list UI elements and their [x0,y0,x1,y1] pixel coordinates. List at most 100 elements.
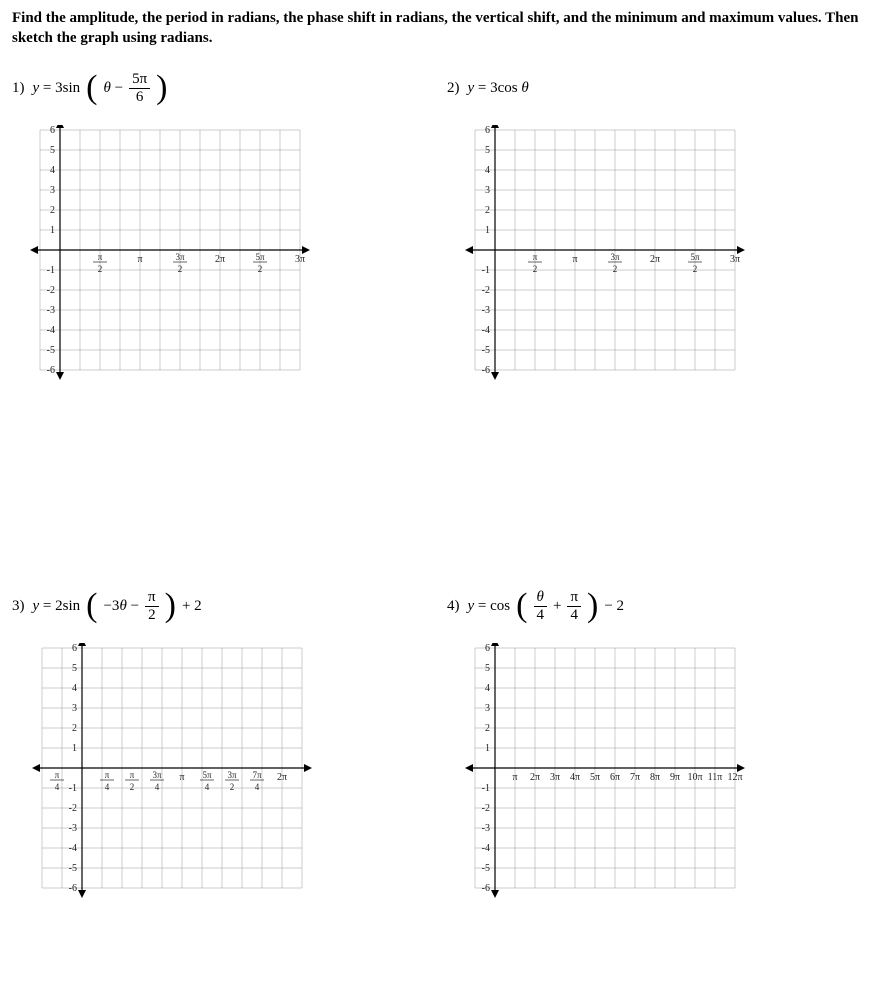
svg-text:-1: -1 [482,783,490,794]
svg-text:π: π [98,252,103,262]
svg-text:-3: -3 [482,305,490,316]
svg-text:5: 5 [485,145,490,156]
svg-text:-4: -4 [482,325,490,336]
svg-text:-1: -1 [482,265,490,276]
svg-text:π: π [55,770,60,780]
svg-text:-4: -4 [47,325,55,336]
svg-text:2π: 2π [530,772,540,783]
svg-text:5π: 5π [590,772,600,783]
svg-text:7π: 7π [252,770,262,780]
frac-den: 6 [133,89,147,105]
equation-2: 2) y = 3cos θ [447,67,862,111]
fraction: π 2 [145,590,159,623]
svg-text:7π: 7π [630,772,640,783]
svg-text:5π: 5π [202,770,212,780]
svg-text:2: 2 [230,782,235,792]
svg-text:π: π [179,772,184,783]
svg-text:5: 5 [72,663,77,674]
svg-text:-6: -6 [482,365,490,376]
frac-num: π [145,590,159,607]
svg-text:4: 4 [155,782,160,792]
svg-text:3: 3 [485,185,490,196]
svg-text:2π: 2π [650,254,660,265]
eq-prefix: y = 2sin [33,598,81,615]
svg-text:1: 1 [72,743,77,754]
problem-2: 2) y = 3cos θ -6-5-4-3-2-1123456π2π3π22π… [447,67,862,385]
svg-text:6: 6 [72,643,77,654]
svg-text:4: 4 [485,165,490,176]
equation-4: 4) y = cos ( θ 4 + π 4 ) − 2 [447,585,862,629]
svg-text:3π: 3π [175,252,185,262]
svg-text:2: 2 [178,264,183,274]
svg-text:-5: -5 [69,863,77,874]
eq-mid: + [553,598,561,615]
svg-text:3: 3 [72,703,77,714]
eq-after: − 2 [604,598,624,615]
problem-number: 3) [12,598,25,615]
svg-text:1: 1 [50,225,55,236]
problem-number: 1) [12,80,25,97]
eq-inside-pre: θ − [103,80,123,97]
svg-text:2π: 2π [215,254,225,265]
svg-text:-2: -2 [482,285,490,296]
svg-text:2: 2 [485,205,490,216]
svg-text:-3: -3 [482,823,490,834]
close-paren-icon: ) [587,592,598,619]
fraction-2: π 4 [567,590,581,623]
equation-3: 3) y = 2sin ( −3θ − π 2 ) + 2 [12,585,427,629]
open-paren-icon: ( [86,74,97,101]
svg-text:3π: 3π [550,772,560,783]
frac-num: 5π [129,72,150,89]
svg-text:5: 5 [485,663,490,674]
svg-text:2: 2 [50,205,55,216]
svg-text:3π: 3π [730,254,740,265]
svg-text:3: 3 [50,185,55,196]
svg-text:-4: -4 [69,843,77,854]
svg-text:-3: -3 [69,823,77,834]
svg-text:4: 4 [72,683,77,694]
problem-number: 4) [447,598,460,615]
svg-text:6: 6 [485,125,490,136]
svg-text:2: 2 [613,264,618,274]
svg-text:-5: -5 [482,345,490,356]
svg-text:5π: 5π [690,252,700,262]
svg-text:2: 2 [693,264,698,274]
frac-den: 4 [567,607,581,623]
svg-text:2: 2 [72,723,77,734]
problem-1: 1) y = 3sin ( θ − 5π 6 ) -6-5-4-3-2-1123… [12,67,427,385]
frac-num: θ [534,590,547,607]
frac-den: 4 [533,607,547,623]
svg-text:-1: -1 [69,783,77,794]
svg-text:π: π [512,772,517,783]
svg-text:-2: -2 [482,803,490,814]
svg-text:-5: -5 [47,345,55,356]
svg-text:4: 4 [205,782,210,792]
frac-den: 2 [145,607,159,623]
svg-text:-2: -2 [69,803,77,814]
svg-text:π: π [137,254,142,265]
problems-grid: 1) y = 3sin ( θ − 5π 6 ) -6-5-4-3-2-1123… [12,67,862,903]
open-paren-icon: ( [86,592,97,619]
eq-prefix: y = 3sin [33,80,81,97]
svg-text:-1: -1 [47,265,55,276]
svg-text:8π: 8π [650,772,660,783]
svg-text:π: π [533,252,538,262]
instructions-text: Find the amplitude, the period in radian… [12,8,862,49]
svg-text:2π: 2π [277,772,287,783]
svg-text:2: 2 [485,723,490,734]
svg-text:π: π [130,770,135,780]
problem-4: 4) y = cos ( θ 4 + π 4 ) − 2 -6-5-4-3-2-… [447,585,862,903]
svg-text:9π: 9π [670,772,680,783]
svg-text:3: 3 [485,703,490,714]
svg-text:11π: 11π [708,772,723,783]
svg-text:4: 4 [255,782,260,792]
svg-text:-6: -6 [69,883,77,894]
svg-text:π: π [105,770,110,780]
svg-text:5: 5 [50,145,55,156]
svg-text:-2: -2 [47,285,55,296]
svg-text:4: 4 [485,683,490,694]
svg-text:2: 2 [130,782,135,792]
svg-text:12π: 12π [727,772,742,783]
svg-text:-6: -6 [47,365,55,376]
eq-inside-pre: −3θ − [103,598,139,615]
